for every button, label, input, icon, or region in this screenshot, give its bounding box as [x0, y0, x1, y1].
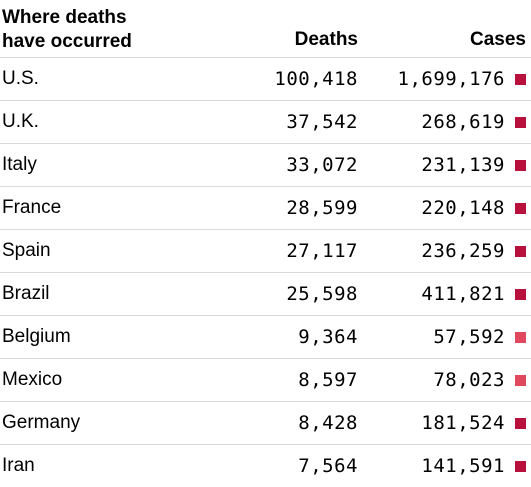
table-row: Italy 33,072 231,139: [0, 144, 531, 187]
table-row: U.S. 100,418 1,699,176: [0, 58, 531, 101]
table-row: France 28,599 220,148: [0, 187, 531, 230]
color-swatch: [515, 117, 526, 128]
country-cell: Brazil: [2, 283, 50, 304]
country-cell: Spain: [2, 240, 51, 261]
cases-cell: 141,591: [421, 455, 505, 477]
color-swatch: [515, 375, 526, 386]
color-swatch: [515, 332, 526, 343]
cases-cell: 411,821: [421, 283, 505, 305]
deaths-cell: 33,072: [286, 154, 358, 176]
table-body: U.S. 100,418 1,699,176 U.K. 37,542 268,619 Ita…: [0, 58, 531, 487]
table-row: Brazil 25,598 411,821: [0, 273, 531, 316]
color-swatch: [515, 74, 526, 85]
country-cell: Mexico: [2, 369, 63, 390]
cases-cell: 78,023: [433, 369, 505, 391]
deaths-cell: 37,542: [286, 111, 358, 133]
table-header: Where deaths have occurred Deaths Cases: [0, 0, 531, 58]
table-row: Spain 27,117 236,259: [0, 230, 531, 273]
cases-cell: 231,139: [421, 154, 505, 176]
cases-cell: 268,619: [421, 111, 505, 133]
cases-cell: 57,592: [433, 326, 505, 348]
table-row: U.K. 37,542 268,619: [0, 101, 531, 144]
deaths-cell: 100,418: [274, 68, 358, 90]
table-row: Iran 7,564 141,591: [0, 445, 531, 487]
header-deaths: Deaths: [294, 29, 358, 50]
color-swatch: [515, 203, 526, 214]
country-cell: U.S.: [2, 68, 39, 89]
deaths-cell: 9,364: [298, 326, 358, 348]
color-swatch: [515, 418, 526, 429]
deaths-cell: 28,599: [286, 197, 358, 219]
cases-cell: 1,699,176: [397, 68, 505, 90]
country-cell: Germany: [2, 412, 81, 433]
color-swatch: [515, 289, 526, 300]
cases-cell: 220,148: [421, 197, 505, 219]
cases-cell: 236,259: [421, 240, 505, 262]
header-country: Where deaths have occurred: [2, 6, 192, 54]
table-row: Germany 8,428 181,524: [0, 402, 531, 445]
header-country-line1: Where deaths: [2, 7, 127, 28]
country-cell: Belgium: [2, 326, 71, 347]
color-swatch: [515, 246, 526, 257]
color-swatch: [515, 160, 526, 171]
country-cell: France: [2, 197, 62, 218]
country-cell: U.K.: [2, 111, 39, 132]
deaths-cell: 8,428: [298, 412, 358, 434]
country-cell: Iran: [2, 455, 35, 476]
deaths-cell: 7,564: [298, 455, 358, 477]
header-country-line2: have occurred: [2, 31, 132, 52]
deaths-cell: 25,598: [286, 283, 358, 305]
header-cases: Cases: [470, 29, 526, 50]
deaths-cell: 8,597: [298, 369, 358, 391]
table-row: Mexico 8,597 78,023: [0, 359, 531, 402]
color-swatch: [515, 461, 526, 472]
table-row: Belgium 9,364 57,592: [0, 316, 531, 359]
deaths-cell: 27,117: [286, 240, 358, 262]
country-cell: Italy: [2, 154, 37, 175]
cases-cell: 181,524: [421, 412, 505, 434]
